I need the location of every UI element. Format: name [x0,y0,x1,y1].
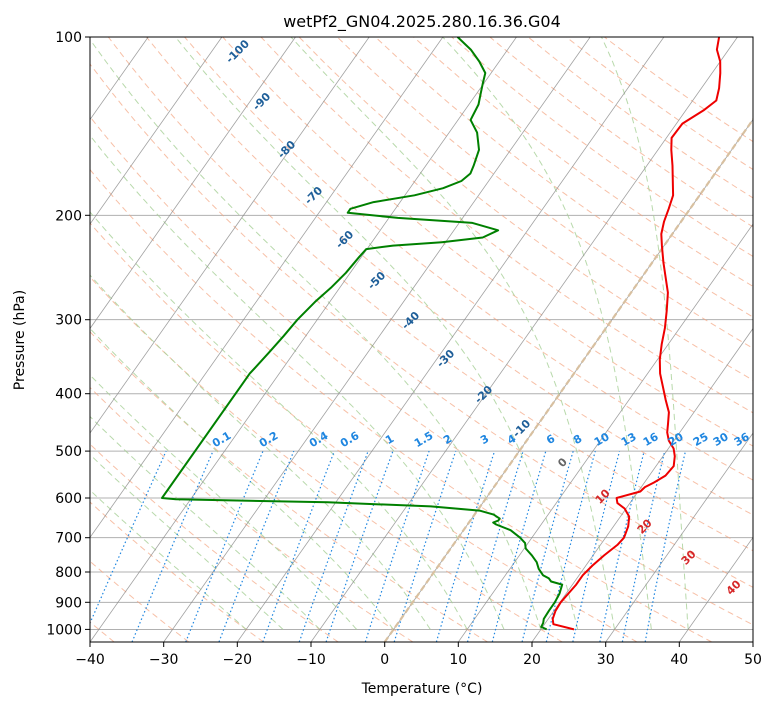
isotherm-line [90,37,370,434]
mixing-ratio-line [90,450,167,625]
isotherm-line [531,327,753,642]
mixing-ratio-line [572,450,621,642]
mixing-ratio-line [599,450,645,642]
moist-adiabat-line [442,37,652,630]
dry-adiabat-line [90,331,488,642]
mixing-ratio-line [131,450,214,642]
y-tick-label: 300 [55,313,82,329]
moist-adiabat-line [90,134,505,630]
chart-title: wetPf2_GN04.2025.280.16.36.G04 [283,12,561,32]
mixing-ratio-line [491,450,547,642]
y-tick-label: 800 [55,565,82,581]
isotherm-line [236,37,665,642]
dry-adiabat-line [260,37,753,414]
mixing-ratio-line [218,450,295,642]
isotherm-line [678,536,753,642]
y-tick-label: 200 [55,208,82,224]
moist-adiabat-line [90,489,247,630]
y-tick-label: 100 [55,30,82,46]
isotherm-line [310,37,738,642]
dry-adiabat-line [298,37,753,381]
isotherm-line [90,37,517,642]
isotherm-line [90,37,296,330]
mixing-ratio-line [435,450,496,642]
plot-area: -100-90-80-70-60-50-40-30-20-100.1 0.2 0.4… [90,37,753,642]
moist-adiabat-line [290,37,615,630]
temperature-profile-line [551,37,722,631]
dry-adiabat-line [90,115,753,626]
x-tick-label: −40 [75,652,105,668]
y-tick-label: 700 [55,531,82,547]
y-tick-label: 600 [55,491,82,507]
isotherm-line [457,223,753,642]
y-tick-label: 1000 [46,622,82,638]
x-tick-label: 10 [449,652,467,668]
mixing-ratio-line [185,450,264,642]
dry-adiabat-line [90,63,753,588]
x-axis-title: Temperature (°C) [361,681,483,697]
moist-adiabat-line [175,37,579,630]
x-tick-label: −10 [296,652,326,668]
moist-adiabat-line [90,274,431,630]
y-axis-title: Pressure (hPa) [12,290,28,390]
x-tick-label: 0 [380,652,389,668]
x-tick-label: −30 [149,652,179,668]
x-tick-label: 20 [523,652,541,668]
x-tick-label: 50 [744,652,762,668]
dry-adiabat-line [90,501,264,642]
moist-adiabat-line [90,374,358,630]
isotherm-line [90,37,444,539]
axes: −40 −30 −20 −10 0 10 20 30 40 50 100 200 300 400 500 60… [46,30,762,668]
zero-degree-isotherm [383,117,753,642]
moist-adiabat-line [90,415,321,630]
mixing-ratio-line [262,450,335,642]
dry-adiabat-line [146,37,753,516]
x-tick-label: −20 [223,652,253,668]
isotherm-line [163,37,591,642]
dewpoint-profile-line [161,37,564,631]
sounding-profiles [161,37,722,631]
y-tick-label: 900 [55,595,82,611]
moist-adiabat-line [90,453,284,630]
dry-adiabat-line [336,37,753,349]
dry-adiabat-line [90,276,563,642]
isotherm-line [605,432,753,642]
y-tick-label: 500 [55,444,82,460]
moist-adiabat-line [90,38,542,630]
mixing-ratio-line [466,450,524,642]
x-tick-label: 40 [670,652,688,668]
mixing-ratio-line [298,450,369,642]
moist-adiabat-line [601,37,689,630]
y-tick-label: 400 [55,387,82,403]
mixing-ratio-line [521,450,574,642]
x-tick-label: 30 [597,652,615,668]
dry-adiabat-line [90,168,712,642]
freezing-isotherm-line [383,117,753,642]
mixing-ratio-line [621,450,666,642]
plot-frame [89,36,754,643]
isotherm-line [90,37,223,225]
mixing-ratio-line [364,450,430,642]
moist-adiabat-line [90,327,394,630]
pressure-gridlines [90,37,753,630]
mixing-ratio-line [325,450,394,642]
